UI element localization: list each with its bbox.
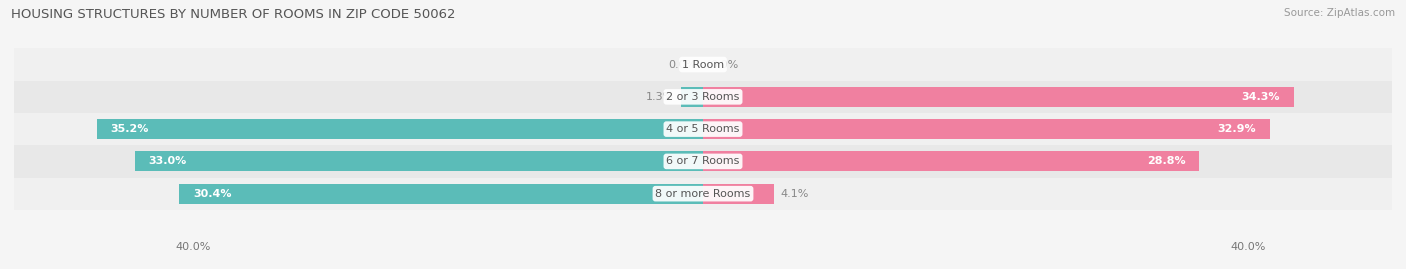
Text: HOUSING STRUCTURES BY NUMBER OF ROOMS IN ZIP CODE 50062: HOUSING STRUCTURES BY NUMBER OF ROOMS IN… [11,8,456,21]
Text: 32.9%: 32.9% [1218,124,1256,134]
Text: 35.2%: 35.2% [111,124,149,134]
Bar [14,81,1392,113]
Text: 6 or 7 Rooms: 6 or 7 Rooms [666,156,740,167]
Text: 30.4%: 30.4% [193,189,232,199]
Bar [703,184,773,204]
Bar [703,87,1294,107]
Text: 1 Room: 1 Room [682,59,724,70]
Text: 8 or more Rooms: 8 or more Rooms [655,189,751,199]
Text: 33.0%: 33.0% [149,156,187,167]
Bar [703,151,1199,171]
Text: 4 or 5 Rooms: 4 or 5 Rooms [666,124,740,134]
Text: 28.8%: 28.8% [1147,156,1185,167]
Bar [14,178,1392,210]
Bar [180,184,703,204]
Text: 0.0%: 0.0% [710,59,738,70]
Bar [703,119,1270,139]
Text: 2 or 3 Rooms: 2 or 3 Rooms [666,92,740,102]
Text: 34.3%: 34.3% [1241,92,1279,102]
Text: 0.0%: 0.0% [668,59,696,70]
Bar [135,151,703,171]
Text: 40.0%: 40.0% [1230,242,1265,252]
Bar [14,113,1392,145]
Bar [14,48,1392,81]
Bar [681,87,703,107]
Bar [14,145,1392,178]
Text: 1.3%: 1.3% [645,92,673,102]
Bar [97,119,703,139]
Text: Source: ZipAtlas.com: Source: ZipAtlas.com [1284,8,1395,18]
Text: 4.1%: 4.1% [780,189,808,199]
Text: 40.0%: 40.0% [176,242,211,252]
